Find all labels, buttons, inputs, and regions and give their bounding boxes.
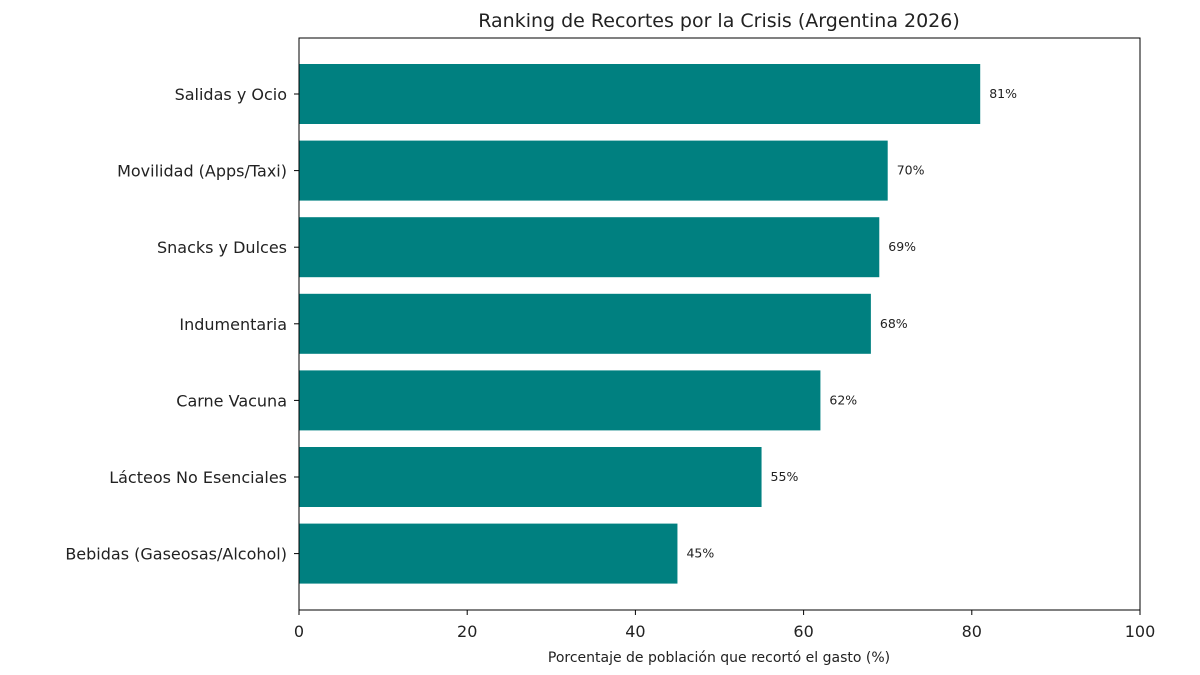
bar	[299, 523, 678, 584]
category-label: Indumentaria	[179, 315, 287, 334]
category-label: Movilidad (Apps/Taxi)	[117, 162, 287, 181]
category-labels: Salidas y Ocio Movilidad (Apps/Taxi) Snack…	[65, 85, 287, 564]
x-tick-label: 80	[962, 622, 982, 641]
x-tick-label: 0	[294, 622, 304, 641]
data-label: 62%	[829, 392, 857, 407]
bars-layer	[299, 64, 981, 584]
category-label: Snacks y Dulces	[157, 238, 287, 257]
data-label: 55%	[771, 469, 799, 484]
data-label: 68%	[880, 316, 908, 331]
x-tick-label: 40	[625, 622, 645, 641]
data-label: 45%	[686, 546, 714, 561]
data-label: 81%	[989, 86, 1017, 101]
bar	[299, 370, 821, 431]
category-label: Carne Vacuna	[176, 391, 287, 410]
x-axis-label: Porcentaje de población que recortó el g…	[548, 650, 890, 666]
bar	[299, 447, 762, 507]
x-axis-ticks: 0 20 40 60 80 100	[294, 93, 1156, 641]
x-tick-label: 100	[1125, 622, 1156, 641]
category-label: Lácteos No Esenciales	[109, 468, 287, 487]
bar	[299, 140, 888, 201]
bar	[299, 64, 981, 124]
category-label: Salidas y Ocio	[175, 85, 287, 104]
chart-title: Ranking de Recortes por la Crisis (Argen…	[478, 10, 960, 32]
data-labels-layer: 81% 70% 69% 68% 62% 55% 45%	[686, 86, 1017, 561]
data-label: 70%	[897, 163, 925, 178]
x-tick-label: 60	[793, 622, 813, 641]
data-label: 69%	[888, 239, 916, 254]
bar	[299, 217, 880, 278]
bar	[299, 293, 871, 354]
x-tick-label: 20	[457, 622, 477, 641]
category-label: Bebidas (Gaseosas/Alcohol)	[65, 545, 287, 564]
